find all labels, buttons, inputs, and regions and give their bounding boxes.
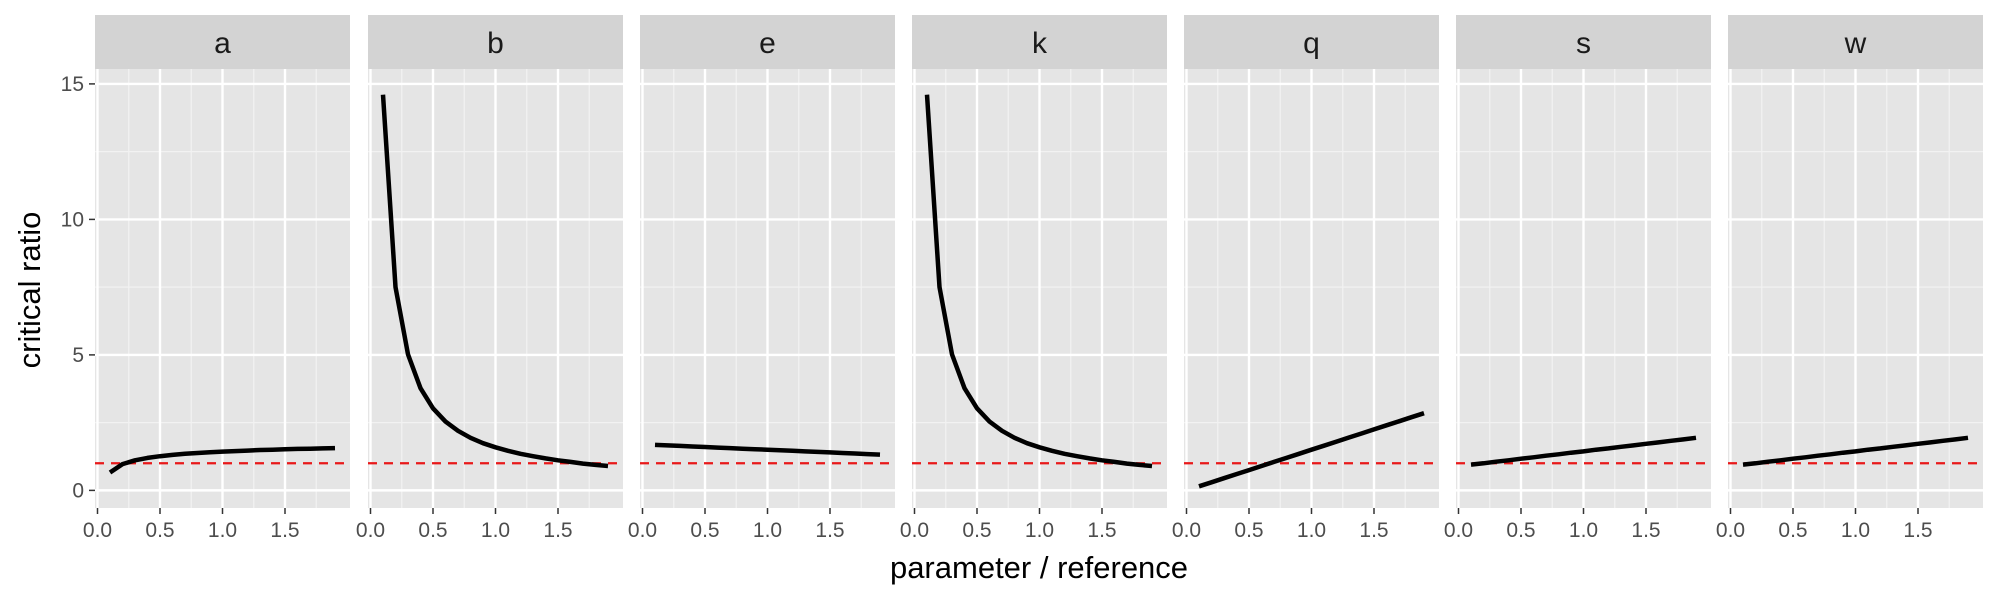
facet-strip — [1184, 15, 1439, 69]
y-tick-label: 0 — [72, 479, 84, 502]
x-tick-label: 1.0 — [481, 519, 510, 542]
facet-strip — [95, 15, 350, 69]
x-tick-label: 0.5 — [962, 519, 991, 542]
x-tick-label: 1.5 — [815, 519, 844, 542]
facet-panel-k: k 0.0 0.5 1.0 1.5 — [900, 15, 1167, 542]
facet-strip — [1728, 15, 1983, 69]
facet-strip — [640, 15, 895, 69]
facet-strip — [912, 15, 1167, 69]
x-tick-label: 0.5 — [1778, 519, 1807, 542]
y-tick-label: 10 — [61, 208, 84, 231]
x-tick-label: 0.5 — [418, 519, 447, 542]
facet-strip-label: s — [1576, 27, 1591, 60]
x-tick-label: 1.0 — [1841, 519, 1870, 542]
x-axis-title: parameter / reference — [890, 550, 1188, 585]
y-axis-title: critical ratio — [12, 212, 47, 369]
x-tick-label: 1.5 — [1631, 519, 1660, 542]
x-tick-label: 0.0 — [628, 519, 657, 542]
x-tick-label: 0.0 — [900, 519, 929, 542]
x-tick-label: 1.0 — [208, 519, 237, 542]
facet-panel-s: s 0.0 0.5 1.0 1.5 — [1444, 15, 1711, 542]
x-tick-label: 1.0 — [1569, 519, 1598, 542]
y-tick-label: 5 — [72, 344, 84, 367]
x-tick-label: 0.5 — [690, 519, 719, 542]
x-tick-label: 1.0 — [753, 519, 782, 542]
x-tick-label: 0.0 — [83, 519, 112, 542]
series-line-k — [924, 94, 1153, 469]
x-tick-label: 0.5 — [145, 519, 174, 542]
x-tick-label: 1.5 — [1359, 519, 1388, 542]
x-tick-label: 1.0 — [1297, 519, 1326, 542]
series-line-q — [1198, 411, 1425, 489]
x-tick-label: 0.0 — [1172, 519, 1201, 542]
x-tick-label: 1.5 — [270, 519, 299, 542]
x-tick-label: 1.0 — [1025, 519, 1054, 542]
facet-strip-label: w — [1844, 27, 1867, 60]
facet-panel-w: w 0.0 0.5 1.0 1.5 — [1716, 15, 1983, 542]
x-tick-label: 1.5 — [1903, 519, 1932, 542]
x-tick-label: 0.0 — [1444, 519, 1473, 542]
facet-strip — [368, 15, 623, 69]
y-tick-label: 15 — [61, 73, 84, 96]
x-tick-label: 1.5 — [1087, 519, 1116, 542]
facet-panel-b: b 0.0 0.5 1.0 1.5 — [356, 15, 623, 542]
facet-panel-a: a 0.0 0.5 1.0 1.5 — [83, 15, 350, 542]
facet-strip-label: q — [1303, 27, 1320, 60]
x-tick-label: 0.5 — [1234, 519, 1263, 542]
series-line-w — [1742, 435, 1969, 467]
series-line-e — [654, 442, 881, 457]
series-line-s — [1470, 435, 1697, 467]
facet-strip-label: a — [214, 27, 231, 60]
y-axis: 0 5 10 15 — [61, 73, 95, 502]
facet-panel-e: e 0.0 0.5 1.0 1.5 — [628, 15, 895, 542]
facet-panels: a0.0 0.5 1.0 1.5b0.0 0.5 1.0 1.5e0.0 0.5 1.0 1.5k… — [83, 15, 1983, 542]
facet-strip-label: k — [1032, 27, 1048, 60]
x-tick-label: 0.5 — [1506, 519, 1535, 542]
series-line-b — [380, 94, 609, 469]
facet-strip-label: e — [759, 27, 776, 60]
facet-strip — [1456, 15, 1711, 69]
x-tick-label: 0.0 — [356, 519, 385, 542]
series-line-a — [108, 445, 336, 475]
x-tick-label: 1.5 — [543, 519, 572, 542]
facet-strip-label: b — [487, 27, 504, 60]
x-tick-label: 0.0 — [1716, 519, 1745, 542]
facet-panel-q: q 0.0 0.5 1.0 1.5 — [1172, 15, 1439, 542]
